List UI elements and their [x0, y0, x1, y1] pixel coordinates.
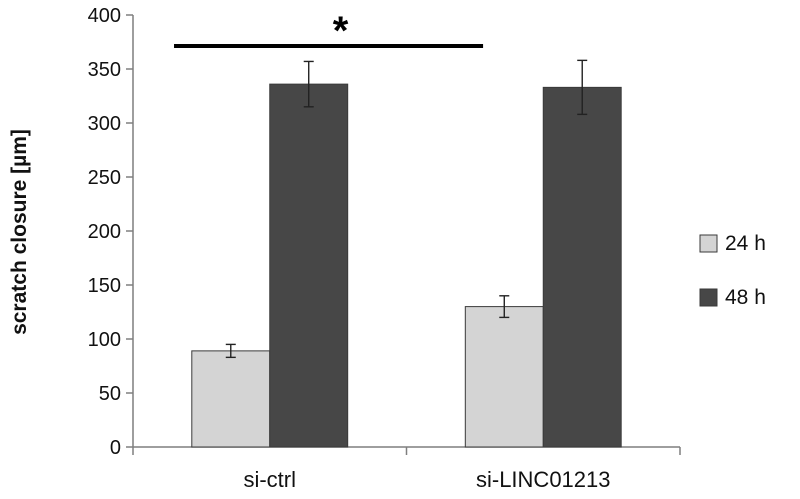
y-tick-label: 0 — [110, 437, 121, 459]
y-tick-label: 350 — [88, 59, 121, 81]
bar — [542, 86, 622, 448]
bar — [269, 83, 349, 448]
y-tick-label: 150 — [88, 275, 121, 297]
x-category-label: si-ctrl — [243, 467, 296, 492]
y-tick-label: 400 — [88, 5, 121, 27]
bars — [191, 83, 622, 448]
legend-label: 48 h — [725, 286, 766, 309]
y-tick-label: 300 — [88, 113, 121, 135]
y-axis-title: scratch closure [µm] — [8, 129, 31, 335]
y-tick-label: 250 — [88, 167, 121, 189]
legend-swatch — [699, 288, 718, 307]
y-tick-label: 50 — [99, 383, 121, 405]
error-bars — [225, 59, 588, 359]
bar — [191, 350, 271, 448]
y-tick-label: 200 — [88, 221, 121, 243]
x-category-label: si-LINC01213 — [476, 467, 611, 492]
y-axis: 0 50 100 150 200 250 300 350 400 — [88, 5, 134, 459]
x-axis: si-ctrl si-LINC01213 — [132, 446, 681, 492]
bar — [464, 306, 544, 448]
legend-swatch — [699, 234, 718, 253]
significance-star: * — [333, 9, 349, 53]
legend: 24 h 48 h — [699, 232, 766, 309]
legend-label: 24 h — [725, 232, 766, 255]
y-tick-label: 100 — [88, 329, 121, 351]
significance-annotation: * — [174, 9, 484, 53]
